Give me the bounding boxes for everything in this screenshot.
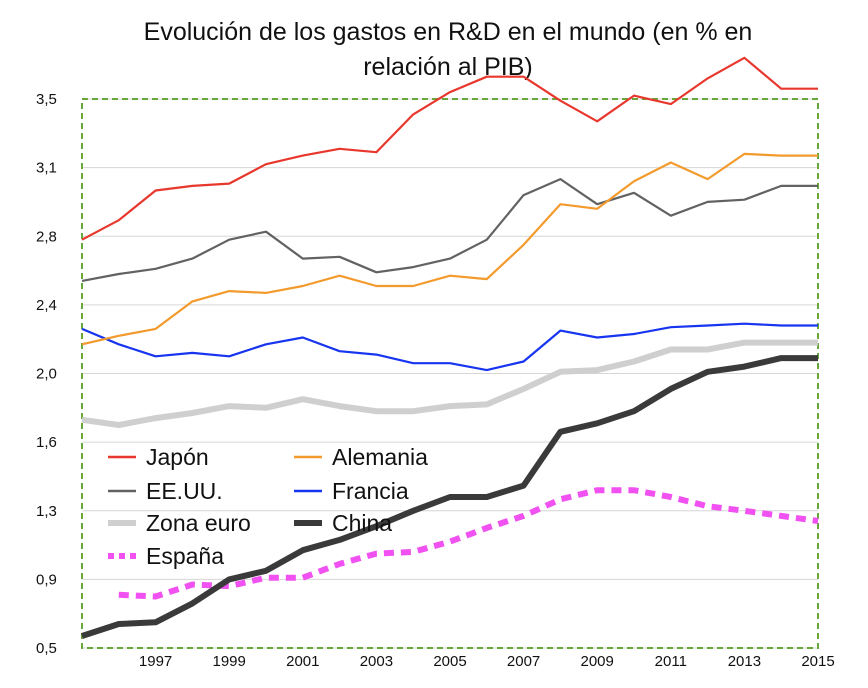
y-tick-label: 3,5: [36, 91, 57, 108]
series-line-china: [81, 355, 818, 639]
legend-label-jap-n: Japón: [146, 444, 209, 470]
y-axis-ticks: 0,5 0,9 1,3 1,6 2,0 2,4 2,8 3,1 3,5: [36, 91, 57, 657]
series-line-alemania: [81, 152, 818, 346]
y-tick-label: 3,1: [36, 160, 57, 177]
series-line-jap-n: [81, 56, 818, 241]
y-tick-label: 2,4: [36, 297, 57, 314]
legend-label-zona-euro: Zona euro: [146, 510, 251, 536]
series-line-ee-uu-: [81, 178, 818, 282]
y-tick-label: 0,5: [36, 640, 57, 657]
series-line-zona-euro: [81, 339, 818, 428]
legend-label-espa-a: España: [146, 543, 224, 569]
x-tick-label: 2015: [801, 653, 834, 670]
legend-label-china: China: [332, 510, 392, 536]
legend-label-ee-uu-: EE.UU.: [146, 478, 223, 504]
series-lines: [81, 56, 819, 639]
series-line-francia: [81, 322, 818, 372]
x-axis-ticks: 1997 1999 2001 2003 2005 2007 2009 2011 2013 2015: [139, 653, 835, 670]
x-tick-label: 2007: [507, 653, 540, 670]
x-tick-label: 2011: [655, 653, 687, 670]
legend: Japón EE.UU. Zona euro España Alemania Franci…: [108, 444, 428, 569]
x-tick-label: 1997: [139, 653, 172, 670]
x-tick-label: 2003: [360, 653, 393, 670]
x-tick-label: 2005: [433, 653, 466, 670]
x-tick-label: 2013: [728, 653, 761, 670]
y-tick-label: 1,6: [36, 434, 57, 451]
chart-title-line-1: Evolución de los gastos en R&D en el mun…: [144, 18, 753, 46]
x-tick-label: 2009: [581, 653, 614, 670]
y-tick-label: 2,8: [36, 228, 57, 245]
plot-area-border: [81, 98, 819, 649]
x-tick-label: 2001: [286, 653, 319, 670]
legend-label-francia: Francia: [332, 478, 409, 504]
x-tick-label: 1999: [213, 653, 246, 670]
legend-label-alemania: Alemania: [332, 444, 428, 470]
y-tick-label: 2,0: [36, 366, 57, 383]
series-line-espa-a: [118, 487, 819, 600]
y-tick-label: 1,3: [36, 503, 57, 520]
y-tick-label: 0,9: [36, 571, 57, 588]
